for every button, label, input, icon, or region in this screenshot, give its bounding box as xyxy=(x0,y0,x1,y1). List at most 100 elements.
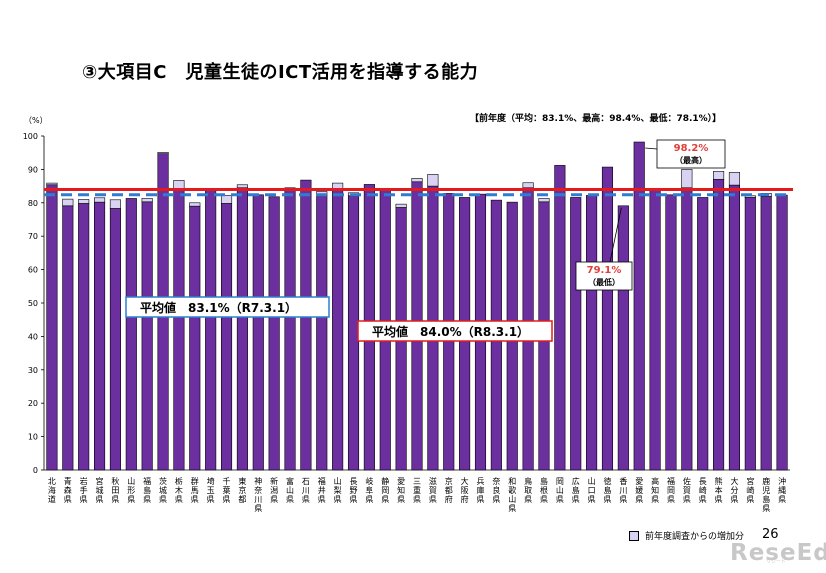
logo-sub: リシード xyxy=(766,559,787,565)
x-tick-label: 宮崎県 xyxy=(746,476,754,504)
prev-year-note: 【前年度（平均：83.1%、最高：98.4%、最低：78.1%）】 xyxy=(470,114,722,124)
bar xyxy=(141,201,153,471)
y-tick-label: 100 xyxy=(23,132,38,141)
highest-value-label: 98.2% xyxy=(674,143,709,154)
x-tick-label: 兵庫県 xyxy=(476,476,484,504)
x-tick-label: 石川県 xyxy=(302,477,310,504)
bar-increase xyxy=(173,180,185,190)
x-tick-label: 長崎県 xyxy=(699,477,707,504)
x-tick-label: 神奈川県 xyxy=(254,476,262,513)
bar-increase xyxy=(109,199,121,209)
bar xyxy=(300,179,312,471)
x-tick-label: 大阪府 xyxy=(461,476,469,504)
x-tick-label: 高知県 xyxy=(651,476,659,504)
x-tick-label: 長野県 xyxy=(350,477,358,504)
bar-increase xyxy=(713,171,725,180)
bar-increase xyxy=(538,198,550,203)
x-tick-label: 鹿児島県 xyxy=(762,476,770,513)
x-tick-label: 静岡県 xyxy=(381,476,389,504)
y-tick-label: 80 xyxy=(28,199,38,208)
bar-increase xyxy=(395,203,407,208)
x-tick-label: 京都府 xyxy=(445,476,453,504)
bar xyxy=(776,194,788,471)
bar xyxy=(554,165,566,471)
bar-increase xyxy=(94,197,106,203)
x-tick-label: 栃木県 xyxy=(175,476,183,504)
highest-note-label: （最高） xyxy=(675,155,707,165)
x-tick-label: 奈良県 xyxy=(492,476,500,504)
bar xyxy=(744,197,756,471)
bar-increase xyxy=(681,169,693,189)
bar xyxy=(332,188,344,471)
bar xyxy=(633,141,645,471)
legend: 前年度調査からの増加分 xyxy=(629,529,744,542)
y-tick-label: 60 xyxy=(28,266,38,275)
bar xyxy=(252,194,264,471)
x-tick-label: 千葉県 xyxy=(223,476,231,504)
highest-callout-box xyxy=(656,139,726,169)
x-tick-label: 熊本県 xyxy=(715,476,723,504)
y-tick-label: 0 xyxy=(33,466,38,475)
y-tick-label: 30 xyxy=(28,366,38,375)
x-tick-label: 和歌山県 xyxy=(508,477,516,513)
bar xyxy=(205,188,217,471)
bar xyxy=(570,197,582,471)
x-tick-label: 三重県 xyxy=(413,477,421,504)
logo: ReseEd xyxy=(730,540,826,566)
x-tick-label: 富山県 xyxy=(286,476,294,504)
bar xyxy=(728,184,740,471)
x-tick-label: 佐賀県 xyxy=(683,476,691,504)
prev-average-box xyxy=(125,296,330,318)
bar xyxy=(189,205,201,471)
prev-average-label: 平均値 83.1%（R7.3.1） xyxy=(140,300,297,315)
bar-increase xyxy=(332,182,344,189)
bar xyxy=(665,194,677,471)
x-tick-label: 愛知県 xyxy=(397,476,405,504)
bar-increase xyxy=(220,195,233,204)
bar-increase xyxy=(189,202,201,207)
x-tick-label: 島根県 xyxy=(540,476,548,504)
x-tick-label: 岡山県 xyxy=(556,477,564,504)
bar-increase xyxy=(157,152,169,155)
x-tick-label: 山梨県 xyxy=(334,476,342,504)
bar xyxy=(109,208,121,471)
bar xyxy=(316,195,328,471)
x-tick-label: 滋賀県 xyxy=(429,476,437,504)
bar xyxy=(649,189,661,471)
bar xyxy=(94,201,106,471)
x-tick-label: 福岡県 xyxy=(667,477,675,504)
bar xyxy=(284,187,296,471)
y-tick-label: 90 xyxy=(28,165,38,174)
bar xyxy=(125,198,137,471)
bar xyxy=(220,203,233,471)
bar xyxy=(681,187,693,471)
x-tick-label: 群馬県 xyxy=(191,476,199,504)
lowest-pointer xyxy=(609,207,622,263)
x-tick-label: 岐阜県 xyxy=(365,476,373,504)
bar-increase xyxy=(46,182,58,186)
bar xyxy=(617,205,629,471)
highest-pointer xyxy=(645,147,658,150)
x-tick-label: 福井県 xyxy=(318,477,326,504)
x-tick-label: 福島県 xyxy=(143,477,151,504)
x-tick-label: 北海道 xyxy=(48,477,56,504)
bar xyxy=(173,188,185,471)
bar-increase xyxy=(141,198,153,203)
x-tick-label: 大分県 xyxy=(730,476,738,504)
x-tick-label: 新潟県 xyxy=(270,476,278,504)
x-tick-label: 東京都 xyxy=(238,476,246,504)
bar xyxy=(713,179,725,471)
bar xyxy=(697,197,709,471)
page-number: 26 xyxy=(762,527,779,542)
y-tick-label: 70 xyxy=(28,232,38,241)
y-tick-label: 40 xyxy=(28,332,38,341)
current-average-box xyxy=(357,320,553,342)
bar-increase xyxy=(728,172,740,186)
bar xyxy=(236,187,248,471)
bar xyxy=(62,205,74,471)
bar-increase xyxy=(411,178,423,183)
current-average-label: 平均値 84.0%（R8.3.1） xyxy=(372,324,529,339)
x-tick-label: 愛媛県 xyxy=(635,476,643,504)
x-tick-label: 沖縄県 xyxy=(778,476,786,504)
